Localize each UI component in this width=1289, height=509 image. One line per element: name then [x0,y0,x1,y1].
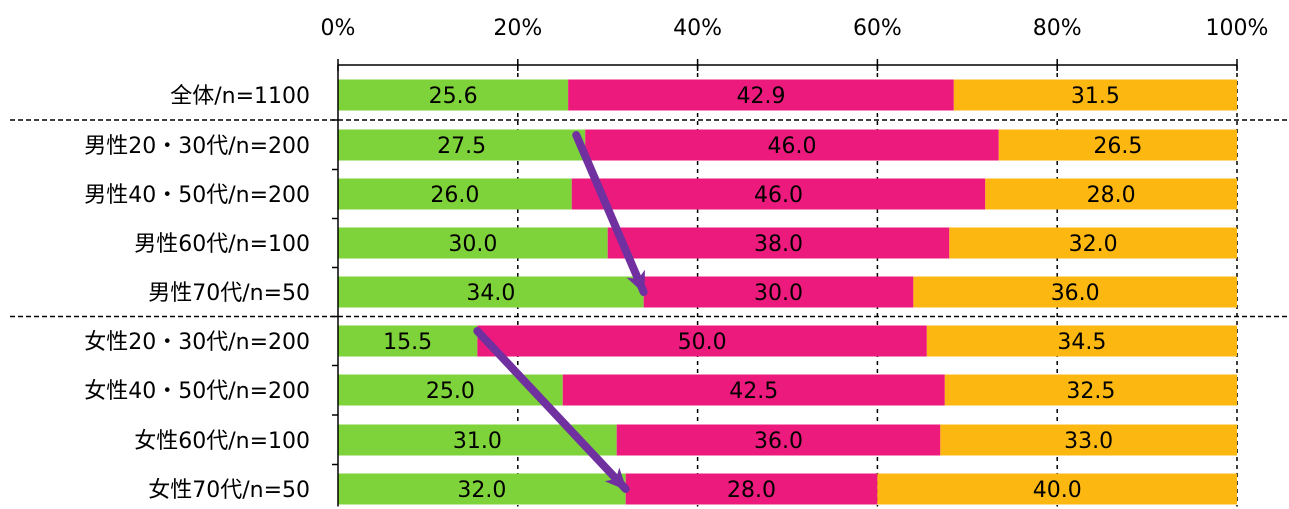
data-label: 34.0 [466,281,515,306]
bar-segment [643,276,914,308]
bar-segment [477,325,927,357]
data-label: 36.0 [1051,281,1100,306]
data-label: 25.6 [429,84,478,109]
data-label: 46.0 [768,134,817,159]
category-label: 全体/n=1100 [170,84,310,109]
trend-arrow-0 [572,131,648,296]
category-label: 女性60代/n=100 [134,429,310,454]
data-label: 30.0 [448,232,497,257]
bar-segment [338,325,478,357]
data-label: 36.0 [754,429,803,454]
bar-segment [338,227,608,259]
x-tick-label: 0% [321,16,356,41]
bar-segment [562,374,945,406]
annotations [473,131,648,493]
data-label: 31.0 [453,429,502,454]
bar-segment [998,129,1237,161]
bar-segment [949,227,1237,259]
category-label: 男性20・30代/n=200 [84,134,310,159]
bar-segment [926,325,1237,357]
x-tick-label: 100% [1206,16,1269,41]
labels: 25.6 42.9 31.5 27.5 46.0 26.5 26.0 46.0 28.0 30.0… [84,84,1142,503]
x-tick-label: 20% [493,16,542,41]
data-label: 30.0 [754,281,803,306]
bar-segment [338,473,626,505]
category-label: 女性20・30代/n=200 [84,330,310,355]
bar-segment [944,374,1237,406]
data-label: 25.0 [426,379,475,404]
bar-segment [338,79,569,111]
data-label: 31.5 [1071,84,1120,109]
data-label: 38.0 [754,232,803,257]
data-label: 15.5 [383,330,432,355]
data-label: 50.0 [678,330,727,355]
category-label: 女性70代/n=50 [148,478,310,503]
data-label: 40.0 [1033,478,1082,503]
bar-segment [877,473,1237,505]
data-label: 42.9 [736,84,785,109]
bar-segment [625,473,878,505]
category-label: 男性60代/n=100 [134,232,310,257]
x-tick-label: 40% [673,16,722,41]
trend-arrow-1 [473,327,630,493]
data-label: 42.5 [729,379,778,404]
bar-segment [616,424,941,456]
data-label: 33.0 [1064,429,1113,454]
data-label: 26.0 [430,183,479,208]
bar-segment [568,79,954,111]
data-label: 32.0 [457,478,506,503]
bar-segment [571,178,986,210]
data-label: 32.0 [1069,232,1118,257]
bar-segment [338,276,644,308]
x-tick-label: 80% [1033,16,1082,41]
bar-segment [940,424,1237,456]
data-label: 28.0 [1087,183,1136,208]
data-label: 28.0 [727,478,776,503]
bar-segment [953,79,1237,111]
data-label: 27.5 [437,134,486,159]
bar-segment [338,129,586,161]
bar-segment [585,129,999,161]
data-label: 34.5 [1057,330,1106,355]
bar-segment [985,178,1237,210]
bar-segment [338,178,572,210]
category-label: 男性70代/n=50 [148,281,310,306]
data-label: 32.5 [1066,379,1115,404]
axes: 0% 20% 40% 60% 80% 100% [321,16,1269,507]
data-label: 46.0 [754,183,803,208]
data-label: 26.5 [1093,134,1142,159]
bar-segment [913,276,1237,308]
bar-segment [607,227,950,259]
bars [338,79,1237,505]
category-label: 男性40・50代/n=200 [84,183,310,208]
x-tick-label: 60% [853,16,902,41]
category-label: 女性40・50代/n=200 [84,379,310,404]
